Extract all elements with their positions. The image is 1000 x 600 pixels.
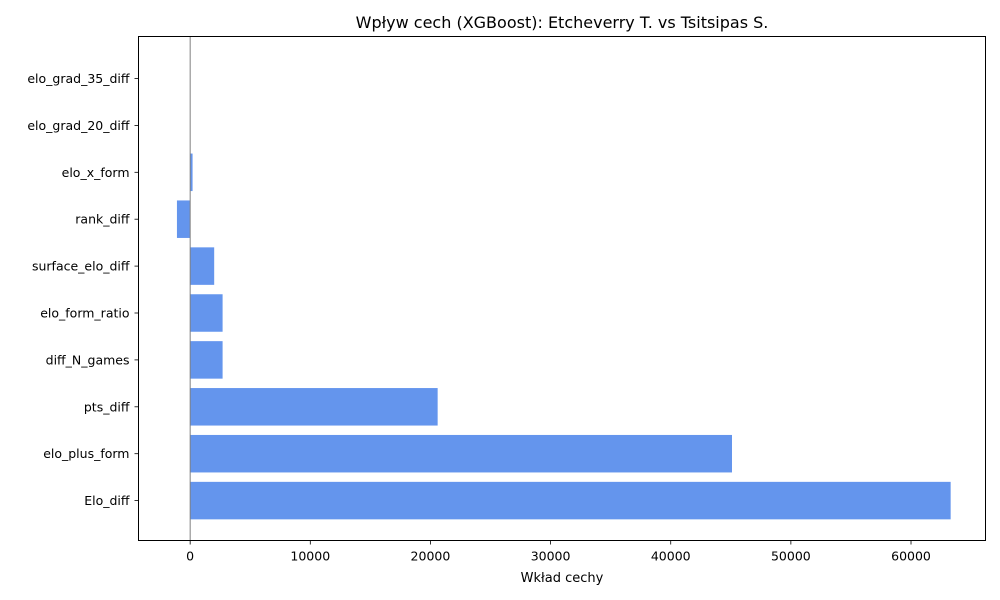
plot-frame bbox=[138, 36, 986, 541]
x-tick-label: 30000 bbox=[531, 549, 571, 564]
bar-elo_plus_form bbox=[190, 434, 733, 473]
y-tick-label: surface_elo_diff bbox=[32, 259, 130, 274]
bar-elo_form_ratio bbox=[190, 294, 223, 332]
bar-surface_elo_diff bbox=[190, 247, 215, 285]
x-tick-label: 0 bbox=[186, 549, 194, 564]
y-tick-label: elo_grad_20_diff bbox=[27, 118, 130, 133]
bar-diff_N_games bbox=[190, 341, 223, 379]
bars-group bbox=[176, 153, 951, 520]
y-tick-label: Elo_diff bbox=[84, 493, 130, 508]
y-axis: elo_grad_35_diff elo_grad_20_diff elo_x_fo… bbox=[27, 71, 139, 508]
bar-elo_x_form bbox=[190, 153, 193, 192]
bar-pts_diff bbox=[190, 388, 438, 426]
bar-rank_diff bbox=[176, 200, 191, 238]
y-tick-label: elo_x_form bbox=[62, 165, 130, 180]
y-tick-label: elo_grad_35_diff bbox=[27, 71, 130, 86]
x-axis-label: Wkład cechy bbox=[521, 571, 604, 586]
y-tick-label: pts_diff bbox=[84, 399, 130, 414]
bar-Elo_diff bbox=[190, 481, 951, 520]
y-tick-label: diff_N_games bbox=[46, 352, 130, 367]
x-axis: 0 10000 20000 30000 40000 50000 60000 bbox=[186, 540, 931, 564]
x-tick-label: 40000 bbox=[651, 549, 691, 564]
chart-title: Wpływ cech (XGBoost): Etcheverry T. vs T… bbox=[356, 13, 769, 32]
y-tick-label: elo_form_ratio bbox=[40, 306, 129, 321]
y-tick-label: rank_diff bbox=[75, 212, 130, 227]
x-tick-label: 50000 bbox=[771, 549, 811, 564]
y-tick-label: elo_plus_form bbox=[43, 446, 129, 461]
x-tick-label: 20000 bbox=[411, 549, 451, 564]
x-tick-label: 60000 bbox=[891, 549, 931, 564]
x-tick-label: 10000 bbox=[290, 549, 330, 564]
